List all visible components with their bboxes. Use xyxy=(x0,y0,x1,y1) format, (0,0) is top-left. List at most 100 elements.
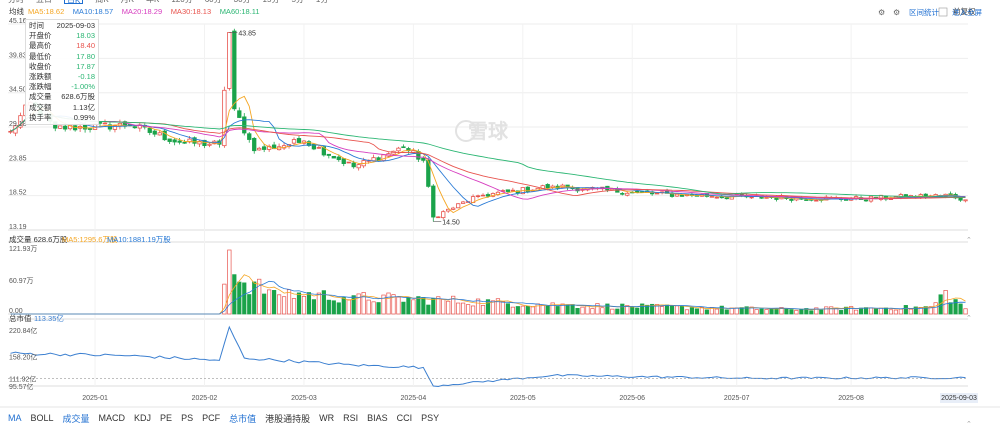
volume-bar xyxy=(893,309,898,315)
x-axis-label: 2025-05 xyxy=(510,395,536,402)
candle-body xyxy=(182,142,187,144)
ma-line-5 xyxy=(10,95,966,214)
period-tab[interactable]: 30分 xyxy=(234,0,251,4)
volume-bar xyxy=(291,298,297,315)
volume-bar xyxy=(764,309,769,315)
ma-line-20 xyxy=(10,113,966,200)
period-tab[interactable]: 5分 xyxy=(291,0,303,4)
period-tab[interactable]: 60分 xyxy=(205,0,222,4)
indicator-tab[interactable]: PCF xyxy=(202,413,221,423)
indicator-tab[interactable]: WR xyxy=(319,413,335,423)
candle-body xyxy=(232,30,237,110)
volume-bar xyxy=(625,305,630,315)
volume-bar xyxy=(296,292,302,315)
volume-bar xyxy=(381,294,386,315)
indicator-tab[interactable]: KDJ xyxy=(134,413,152,423)
indicator-tab[interactable]: PSY xyxy=(421,413,440,423)
candle-body xyxy=(257,147,262,151)
candle-body xyxy=(132,126,137,129)
candle-body xyxy=(82,124,88,130)
volume-bar xyxy=(411,299,416,315)
candle-body xyxy=(296,138,302,143)
candle-body xyxy=(451,207,456,210)
volume-bar xyxy=(849,306,854,315)
candle-body xyxy=(863,199,869,202)
volume-bar xyxy=(520,305,525,315)
candle-body xyxy=(441,211,446,219)
candle-body xyxy=(371,157,376,162)
x-axis-label: 2025-08 xyxy=(838,395,864,402)
candles xyxy=(8,28,968,222)
volume-bar xyxy=(664,304,670,315)
volume-bar xyxy=(386,292,391,315)
volume-bar xyxy=(600,307,605,315)
volume-bar xyxy=(754,309,759,315)
period-tab[interactable]: 年K xyxy=(146,0,159,4)
volume-bar xyxy=(913,306,918,315)
period-tab[interactable]: 周K xyxy=(95,0,108,4)
candle-body xyxy=(167,138,172,142)
volume-bar xyxy=(799,309,804,315)
fullscreen-link[interactable]: 进入全屏 xyxy=(952,8,982,17)
candle-body xyxy=(460,201,466,204)
volume-bar xyxy=(515,306,520,315)
volume-bar xyxy=(545,305,550,315)
volume-bar xyxy=(620,303,625,315)
collapse-icon: ⌃ xyxy=(966,421,972,428)
indicator-tab[interactable]: PE xyxy=(160,413,173,423)
volume-bar xyxy=(898,308,903,315)
candle-body xyxy=(963,199,968,202)
volume-bar xyxy=(416,296,421,315)
volume-bar xyxy=(883,307,889,315)
candle-body xyxy=(625,192,630,196)
volume-bar xyxy=(406,296,411,315)
volume-bar xyxy=(719,305,724,315)
volume-bar xyxy=(361,292,366,315)
indicator-tab[interactable]: MA xyxy=(8,413,22,423)
indicator-tab[interactable]: 总市值 xyxy=(229,413,257,424)
candle-body xyxy=(247,133,252,140)
indicator-tab[interactable]: MACD xyxy=(98,413,126,423)
ma-line-60 xyxy=(10,113,966,198)
period-tab[interactable]: 分时 xyxy=(8,0,24,4)
volume-bar xyxy=(605,303,610,315)
period-tab[interactable]: 1分 xyxy=(316,0,328,4)
volume-bar xyxy=(242,282,247,315)
candle-body xyxy=(654,192,660,195)
volume-bar xyxy=(446,300,451,315)
volume-ma5-label: MA5:1295.6万股 xyxy=(62,235,118,244)
grid-lines xyxy=(8,23,968,387)
period-tab[interactable]: 日K xyxy=(64,0,84,5)
candle-body xyxy=(18,115,23,128)
indicator-tab[interactable]: 港股通持股 xyxy=(265,413,311,424)
watermark-text: 雪球 xyxy=(468,120,509,143)
period-tab[interactable]: 五日 xyxy=(36,0,52,4)
period-tab[interactable]: 120分 xyxy=(171,0,192,4)
price-tick-label: 29.18 xyxy=(9,121,27,128)
volume-bar xyxy=(868,307,874,315)
indicator-tab[interactable]: PS xyxy=(181,413,194,423)
x-axis-label: 2025-03 xyxy=(291,395,317,402)
indicator-tab[interactable]: 成交量 xyxy=(62,413,90,424)
volume-bar xyxy=(615,308,620,315)
volume-bar xyxy=(316,292,321,315)
tooltip-value: -0.18 xyxy=(77,72,95,82)
volume-bar xyxy=(923,306,928,315)
volume-bar xyxy=(267,289,272,315)
period-tab[interactable]: 15分 xyxy=(263,0,280,4)
volume-bar xyxy=(873,308,879,315)
indicator-tab[interactable]: CCI xyxy=(396,413,413,423)
ma-legend-item: MA20:18.29 xyxy=(122,7,162,16)
checkbox-icon xyxy=(938,7,948,17)
candle-body xyxy=(102,122,108,125)
price-tick-label: 39.83 xyxy=(9,52,27,59)
candle-body xyxy=(426,159,431,187)
range-stats-link[interactable]: 区间统计 xyxy=(909,8,939,17)
volume-bar xyxy=(734,307,739,315)
indicator-tab[interactable]: BOLL xyxy=(30,413,54,423)
volume-bar xyxy=(669,305,675,315)
indicator-tab[interactable]: BIAS xyxy=(367,413,388,423)
indicator-tab[interactable]: RSI xyxy=(343,413,359,423)
period-tab[interactable]: 月K xyxy=(121,0,134,4)
volume-bar xyxy=(575,308,580,315)
